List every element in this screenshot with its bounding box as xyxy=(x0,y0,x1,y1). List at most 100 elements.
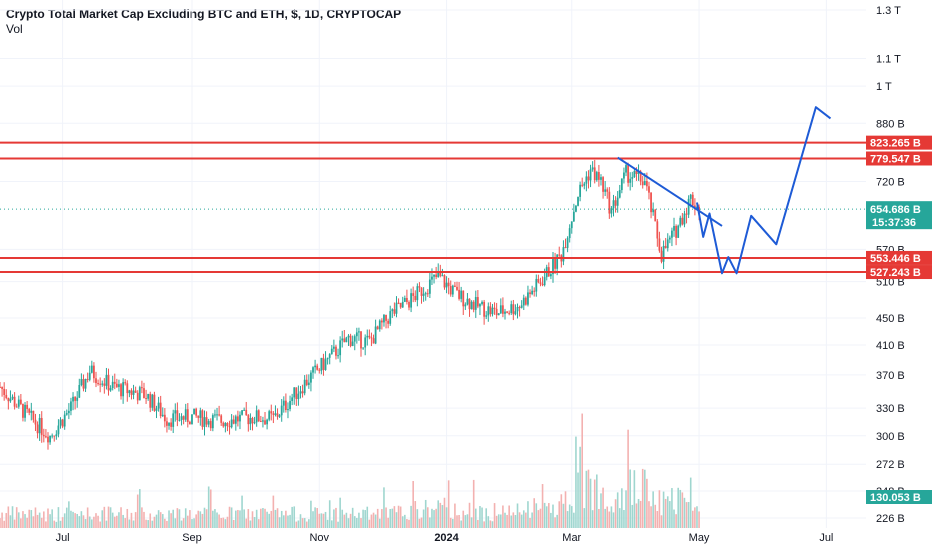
candle-body xyxy=(426,293,429,295)
candle-body xyxy=(55,434,58,437)
volume-bar xyxy=(687,502,690,528)
candle-body xyxy=(668,237,671,240)
candle-body xyxy=(441,275,444,277)
candle-body xyxy=(49,435,51,443)
candle-body xyxy=(7,397,10,402)
candle-body xyxy=(249,417,252,425)
candle-body xyxy=(353,336,356,342)
level-lines xyxy=(0,141,866,274)
candle-body xyxy=(303,379,306,394)
candle-body xyxy=(499,305,502,314)
candle-body xyxy=(616,197,619,206)
volume-bar xyxy=(485,508,488,528)
candle-body xyxy=(343,338,346,343)
candle-body xyxy=(264,420,266,425)
candle-body xyxy=(645,181,648,187)
candle-body xyxy=(666,239,669,249)
volume-bar xyxy=(527,501,529,528)
volume-bar xyxy=(43,511,45,528)
candle-body xyxy=(272,413,275,415)
volume-bar xyxy=(522,510,525,528)
candle-body xyxy=(184,409,187,420)
volume-bar xyxy=(36,514,39,528)
volume-bar xyxy=(274,509,277,528)
candle-body xyxy=(255,410,258,423)
candle-body xyxy=(172,413,175,427)
volume-bar xyxy=(32,516,35,528)
candle-body xyxy=(88,372,91,380)
candle-body xyxy=(67,410,70,414)
volume-bar xyxy=(468,502,471,528)
volume-bar xyxy=(614,499,617,528)
volume-bar xyxy=(510,515,513,528)
volume-bar xyxy=(287,515,289,528)
level-tag-bg xyxy=(866,151,932,166)
volume-bar xyxy=(178,509,181,528)
y-tick-label: 300 B xyxy=(876,431,905,443)
volume-bar xyxy=(224,519,227,528)
candle-body xyxy=(115,383,118,387)
volume-bar xyxy=(262,508,264,528)
candle-body xyxy=(378,320,381,330)
volume-bar xyxy=(579,446,581,528)
current-price-tag: 654.686 B xyxy=(870,204,921,216)
volume-bar xyxy=(214,509,216,528)
volume-bar xyxy=(235,510,237,528)
volume-bar xyxy=(641,468,644,528)
volume-bar xyxy=(139,489,141,528)
volume-bar xyxy=(548,503,550,528)
volume-bar xyxy=(644,469,646,528)
volume-bar xyxy=(128,519,131,528)
candle-body xyxy=(387,320,390,324)
volume-bar xyxy=(228,506,231,528)
volume-bar xyxy=(514,515,517,528)
candle-body xyxy=(531,290,534,295)
volume-label: Vol xyxy=(6,22,23,36)
candle-body xyxy=(191,414,193,425)
volume-bar xyxy=(497,514,500,528)
volume-bar xyxy=(226,516,229,528)
volume-bar xyxy=(38,512,41,528)
volume-bar xyxy=(49,514,51,528)
volume-bar xyxy=(222,517,225,528)
candle-body xyxy=(93,365,95,379)
volume-bar xyxy=(7,506,10,528)
volume-bar xyxy=(646,478,648,528)
candle-body xyxy=(677,225,680,238)
volume-bar xyxy=(404,514,406,528)
volume-bar xyxy=(650,506,652,528)
candle-body xyxy=(629,178,632,183)
candle-body xyxy=(13,396,16,407)
volume-bar xyxy=(393,506,396,528)
volume-bar xyxy=(456,515,458,528)
volume-bar xyxy=(550,512,552,528)
candle-body xyxy=(416,286,419,301)
candle-body xyxy=(376,326,379,330)
candle-body xyxy=(683,213,686,225)
volume-bar xyxy=(116,515,118,528)
volume-bar xyxy=(316,508,318,528)
volume-bar xyxy=(631,504,634,528)
candle-body xyxy=(47,436,49,443)
volume-bar xyxy=(666,496,669,528)
volume-bar xyxy=(9,515,12,528)
volume-bar xyxy=(481,507,483,528)
volume-bar xyxy=(97,515,99,528)
volume-bar xyxy=(406,518,408,528)
candle-body xyxy=(207,421,210,425)
volume-bar xyxy=(587,469,590,528)
volume-bar xyxy=(623,510,625,528)
candle-body xyxy=(170,422,173,427)
volume-bar xyxy=(78,516,81,528)
candle-body xyxy=(328,354,331,358)
candle-body xyxy=(620,178,623,191)
volume-bar xyxy=(113,516,116,528)
level-tag: 553.446 B xyxy=(870,253,921,265)
candle-body xyxy=(188,421,191,425)
level-tag-bg xyxy=(866,135,932,150)
volume-bar xyxy=(618,508,621,528)
candle-body xyxy=(19,399,22,404)
volume-bar xyxy=(184,508,187,528)
volume-bar xyxy=(218,514,220,528)
